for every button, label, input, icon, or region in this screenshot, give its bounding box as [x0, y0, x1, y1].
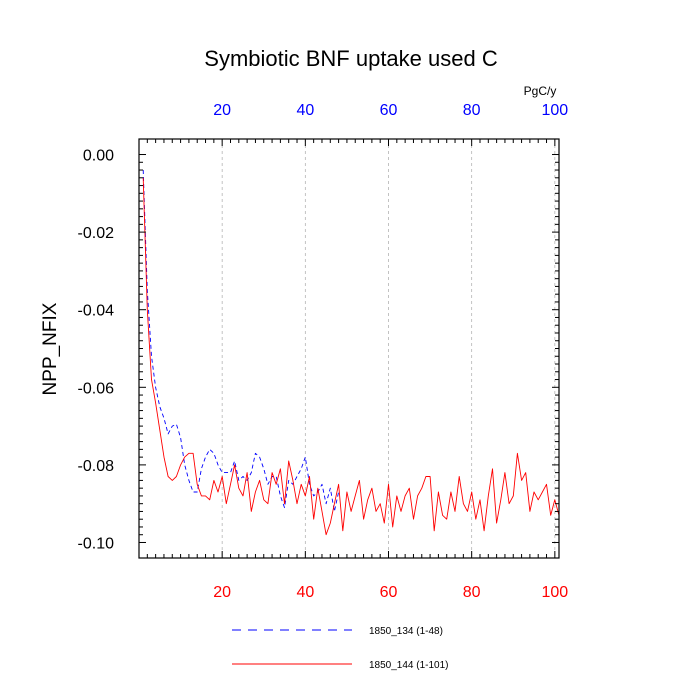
series-lines: [142, 169, 560, 536]
x-tick-label-top: 100: [541, 102, 568, 119]
legend-label-0: 1850_134 (1-48): [369, 626, 443, 637]
x-tick-label-bottom: 20: [213, 584, 231, 601]
y-tick-label: -0.04: [78, 303, 115, 320]
x-tick-label-bottom: 40: [296, 584, 314, 601]
legend-label-1: 1850_144 (1-101): [369, 660, 449, 671]
series-line-0: [142, 169, 340, 512]
y-tick-label: -0.02: [78, 225, 115, 242]
x-tick-label-top: 20: [213, 102, 231, 119]
series-line-1: [142, 177, 560, 536]
top-axis-unit: PgC/y: [524, 84, 557, 98]
y-axis-label: NPP_NFIX: [40, 302, 61, 395]
x-tick-label-bottom: 100: [541, 584, 568, 601]
plot-frame: [138, 138, 560, 559]
x-tick-label-top: 80: [463, 102, 481, 119]
x-tick-label-bottom: 60: [380, 584, 398, 601]
gridlines: [221, 139, 556, 558]
y-tick-label: 0.00: [83, 148, 114, 165]
chart-title: Symbiotic BNF uptake used C: [204, 46, 498, 71]
x-tick-label-bottom: 80: [463, 584, 481, 601]
y-tick-label: -0.10: [78, 535, 115, 552]
x-tick-label-top: 40: [296, 102, 314, 119]
x-tick-label-top: 60: [380, 102, 398, 119]
y-tick-label: -0.08: [78, 458, 115, 475]
y-tick-label: -0.06: [78, 380, 115, 397]
legend: 1850_134 (1-48) 1850_144 (1-101): [232, 626, 449, 671]
axis-ticks: 20 20 40 40 60 60 80 80 100 100 0.00 -0.02 -0.04 -0.0…: [78, 102, 569, 601]
